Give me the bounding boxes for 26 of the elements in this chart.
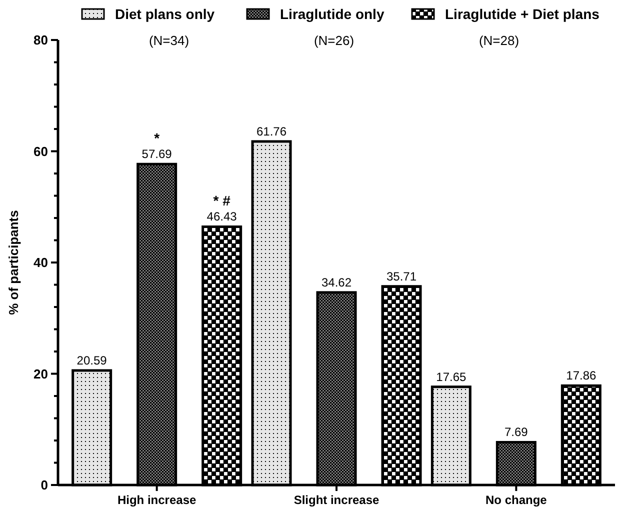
y-tick-label: 0 xyxy=(40,478,48,493)
legend-label: Liraglutide + Diet plans xyxy=(445,6,600,22)
annotation: * # xyxy=(213,192,231,209)
x-tick-label: No change xyxy=(486,493,548,507)
y-tick-label: 80 xyxy=(34,32,48,48)
data-label: 57.69 xyxy=(142,147,172,162)
data-label: 20.59 xyxy=(76,353,108,368)
legend-label: Diet plans only xyxy=(115,6,215,22)
y-axis-title: % of participants xyxy=(6,210,21,315)
annotation: * xyxy=(154,130,160,146)
data-label: 34.62 xyxy=(321,275,352,290)
data-label: 35.71 xyxy=(386,269,417,284)
x-tick-label: High increase xyxy=(117,493,196,507)
data-label: 7.69 xyxy=(504,425,528,440)
y-tick-label: 20 xyxy=(34,366,48,382)
annotation: (N=26) xyxy=(314,33,354,48)
annotation: (N=28) xyxy=(478,33,520,48)
y-tick-label: 60 xyxy=(34,144,48,159)
annotation: (N=34) xyxy=(148,33,190,48)
data-label: 17.86 xyxy=(566,368,597,383)
data-label: 46.43 xyxy=(206,210,238,224)
y-tick-label: 40 xyxy=(34,255,48,270)
data-label: 61.76 xyxy=(256,124,287,138)
x-tick-label: Slight increase xyxy=(294,493,380,507)
legend-label: Liraglutide only xyxy=(280,6,384,22)
data-label: 17.65 xyxy=(436,370,467,384)
